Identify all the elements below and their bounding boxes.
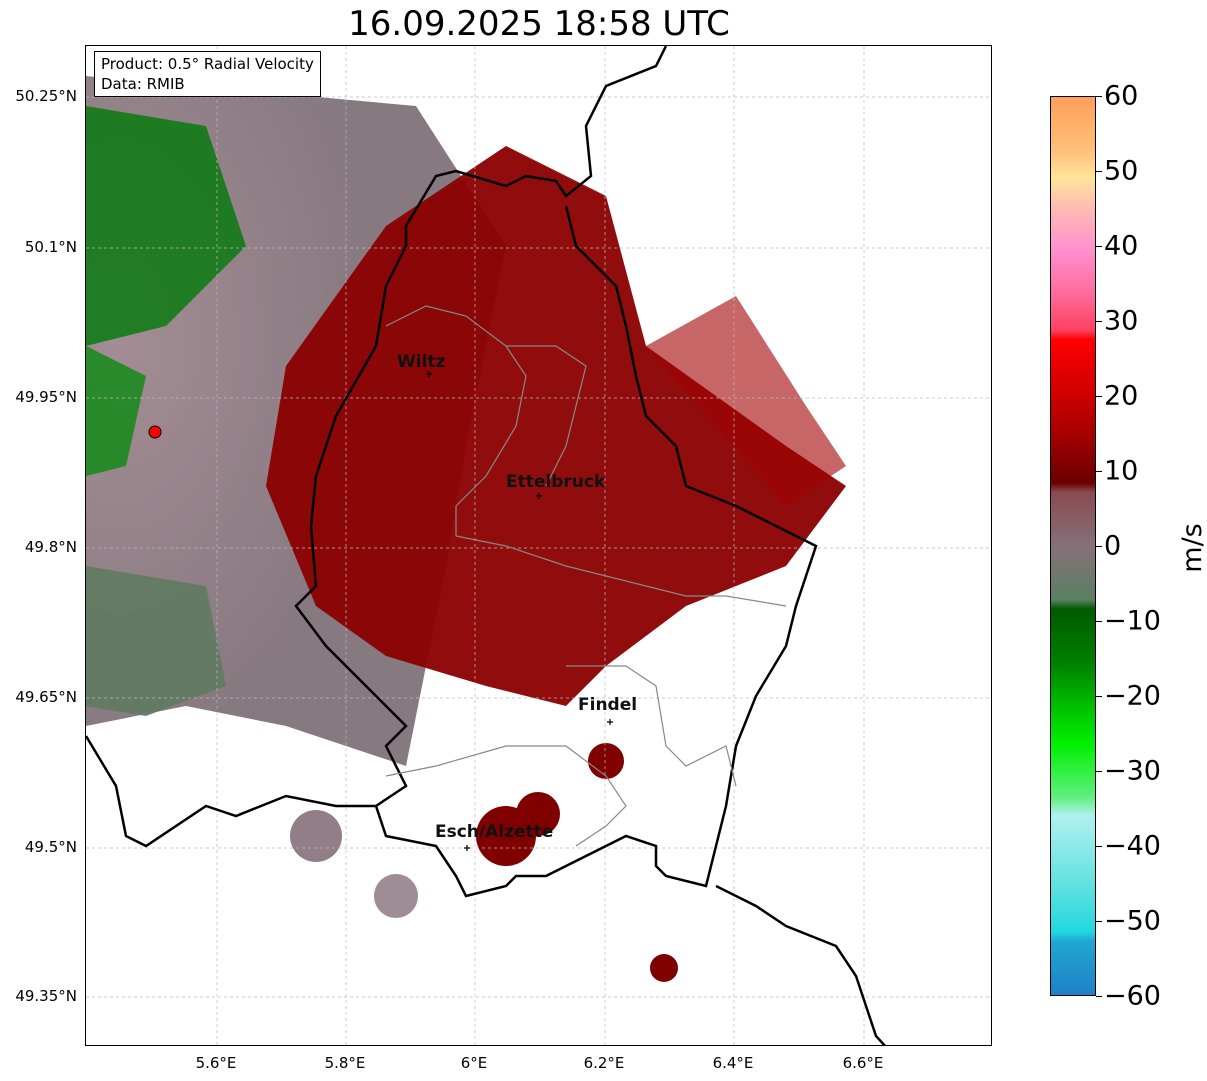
colorbar-tick-label: 30: [1104, 305, 1139, 337]
gridlines: [86, 46, 991, 1045]
colorbar-tick-label: −30: [1104, 755, 1161, 787]
lat-tick-label: 49.65°N: [15, 688, 77, 706]
colorbar-tick: [1096, 171, 1102, 172]
colorbar-tick: [1096, 96, 1102, 97]
colorbar-tick: [1096, 471, 1102, 472]
lon-tick-label: 6.6°E: [842, 1054, 884, 1072]
lat-tick-label: 50.25°N: [15, 87, 77, 105]
colorbar-tick-label: 20: [1104, 380, 1139, 412]
country-border: [86, 46, 886, 1045]
city-label-esch-alzette: Esch/Alzette: [435, 822, 554, 842]
radar-layer: [86, 46, 991, 1045]
colorbar-tick-label: 10: [1104, 455, 1139, 487]
colorbar-tick: [1096, 396, 1102, 397]
city-label-findel: Findel: [578, 695, 638, 715]
lat-tick-label: 49.5°N: [24, 838, 77, 856]
outbound-echo: [266, 146, 846, 706]
velocity-colorbar: [1050, 96, 1096, 996]
colorbar-tick: [1096, 696, 1102, 697]
lon-tick-label: 6.2°E: [583, 1054, 625, 1072]
product-info-box: Product: 0.5° Radial Velocity Data: RMIB: [94, 51, 321, 97]
lat-tick-label: 49.95°N: [15, 388, 77, 406]
lat-tick-label: 50.1°N: [24, 238, 77, 256]
lon-tick-label: 6.4°E: [712, 1054, 754, 1072]
colorbar-tick-label: −10: [1104, 605, 1161, 637]
radar-map[interactable]: [85, 45, 992, 1046]
low-velocity-echo: [86, 566, 226, 716]
colorbar-tick-label: −50: [1104, 905, 1161, 937]
lon-tick-label: 5.6°E: [195, 1054, 237, 1072]
map-title: 16.09.2025 18:58 UTC: [348, 4, 730, 44]
lon-tick-label: 5.8°E: [324, 1054, 366, 1072]
colorbar-tick-label: −60: [1104, 980, 1161, 1012]
data-source-label: Data: RMIB: [101, 75, 185, 93]
colorbar-tick: [1096, 921, 1102, 922]
colorbar-tick-label: −40: [1104, 830, 1161, 862]
colorbar-tick: [1096, 246, 1102, 247]
colorbar-tick: [1096, 996, 1102, 997]
product-label: Product: 0.5° Radial Velocity: [101, 55, 314, 73]
inbound-echo-2: [86, 346, 146, 476]
lon-tick-label: 6°E: [460, 1054, 488, 1072]
colorbar-tick-label: 50: [1104, 155, 1139, 187]
colorbar-tick: [1096, 321, 1102, 322]
city-label-wiltz: Wiltz: [397, 352, 446, 372]
inbound-echo: [86, 106, 246, 346]
city-markers: [426, 371, 613, 851]
colorbar-tick: [1096, 846, 1102, 847]
city-label-ettelbruck: Ettelbruck: [506, 472, 606, 492]
colorbar-unit-label: m/s: [1177, 523, 1207, 573]
colorbar-tick: [1096, 546, 1102, 547]
colorbar-tick: [1096, 621, 1102, 622]
radar-site-marker: [148, 425, 162, 439]
outbound-fringe: [646, 296, 846, 506]
lat-tick-label: 49.35°N: [15, 987, 77, 1005]
colorbar-tick-label: −20: [1104, 680, 1161, 712]
lat-tick-label: 49.8°N: [24, 538, 77, 556]
colorbar-tick-label: 0: [1104, 530, 1122, 562]
district-borders: [385, 305, 787, 847]
colorbar-tick: [1096, 771, 1102, 772]
colorbar-tick-label: 40: [1104, 230, 1139, 262]
colorbar-tick-label: 60: [1104, 80, 1139, 112]
